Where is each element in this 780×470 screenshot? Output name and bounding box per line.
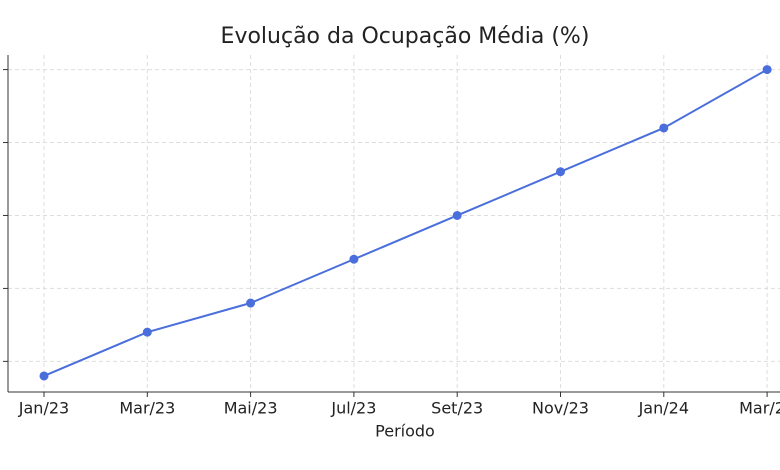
x-tick-label: Jul/23 <box>330 399 376 418</box>
line <box>43 68 768 377</box>
x-tick-label: Jan/24 <box>638 399 689 418</box>
x-tick-label: Set/23 <box>431 399 483 418</box>
x-tick-label: Mai/23 <box>224 399 278 418</box>
point <box>246 298 256 308</box>
point <box>349 254 359 264</box>
x-tick-label: Jan/23 <box>18 399 69 418</box>
point <box>142 327 152 337</box>
x-axis-label: Período <box>375 422 435 441</box>
point <box>452 210 462 220</box>
point <box>762 65 772 75</box>
x-tick-label: Mar/23 <box>119 399 175 418</box>
x-tick-label: Nov/23 <box>532 399 589 418</box>
point <box>659 123 669 133</box>
point <box>556 167 565 177</box>
x-tick-label: Mar/24 <box>739 399 780 418</box>
point <box>39 371 49 381</box>
chart-title: Evolução da Ocupação Média (%) <box>221 24 590 49</box>
